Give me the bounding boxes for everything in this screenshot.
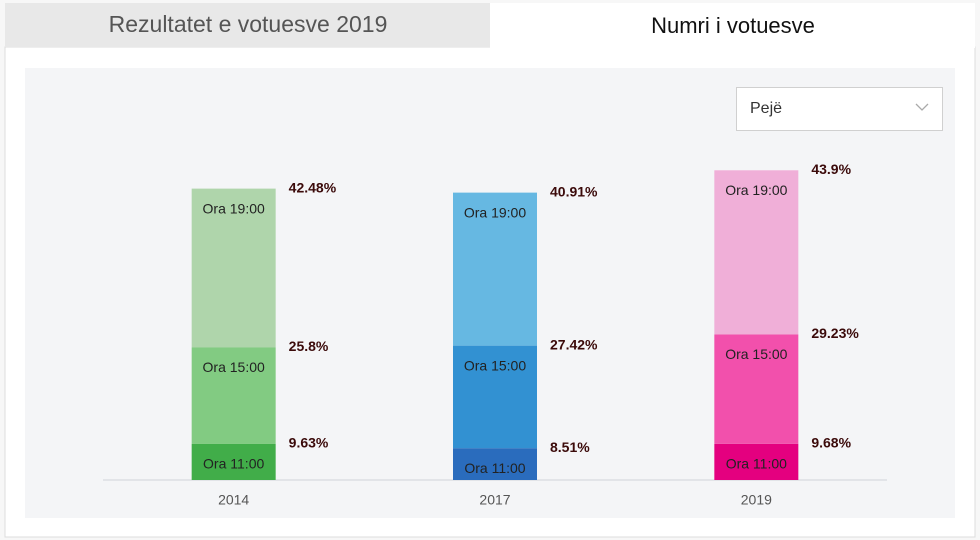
x-tick-label: 2014 [218,492,249,508]
segment-label: Ora 19:00 [725,182,787,198]
x-tick-label: 2019 [741,492,772,508]
segment-label: Ora 15:00 [725,346,787,362]
segment-label: Ora 15:00 [203,359,265,375]
bar-segment [714,443,799,480]
dropdown-chevron[interactable] [915,103,929,111]
bar-segment [453,345,537,449]
value-label: 25.8% [289,338,329,354]
dropdown-value[interactable]: Pejë [750,100,782,117]
value-label: 29.23% [811,325,859,341]
segment-label: Ora 15:00 [464,357,526,373]
bar-segment [191,188,276,348]
value-label: 8.51% [550,439,590,455]
dropdown[interactable] [736,87,943,131]
segment-label: Ora 11:00 [726,455,787,471]
segment-label: Ora 19:00 [203,200,265,216]
tab-label[interactable]: Rezultatet e votuesve 2019 [109,11,388,37]
value-label: 42.48% [289,179,337,195]
value-label: 27.42% [550,336,598,352]
bar-segment [714,170,799,335]
value-label: 43.9% [811,161,851,177]
tab-label[interactable]: Numri i votuesve [651,13,815,38]
value-label: 40.91% [550,183,598,199]
bar-segment [453,192,537,346]
bar-segment [191,443,276,480]
x-tick-label: 2017 [479,492,510,508]
bar-segment [191,347,276,444]
value-label: 9.63% [289,435,329,451]
bar-segment [714,334,799,444]
bar-segment [453,448,537,480]
tab-active[interactable] [490,3,975,48]
segment-label: Ora 11:00 [464,460,525,476]
segment-label: Ora 11:00 [203,456,264,472]
value-label: 9.68% [811,434,851,450]
tab-inactive[interactable] [5,3,490,47]
segment-label: Ora 19:00 [464,204,526,220]
